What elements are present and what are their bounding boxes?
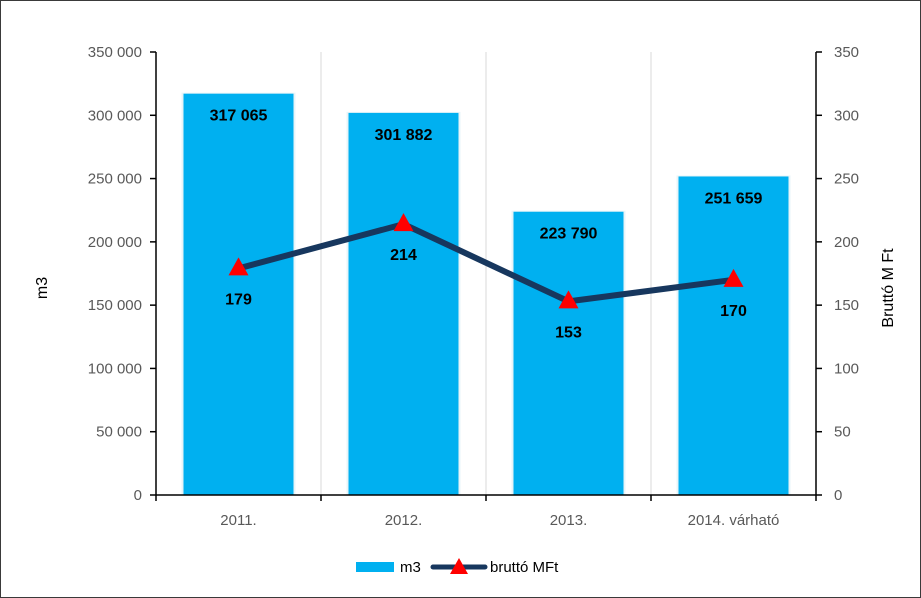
legend-label-m3: m3 bbox=[400, 559, 421, 576]
x-axis-ticks: 2011. 2012. 2013. 2014. várható bbox=[220, 512, 779, 529]
bar-value-label: 251 659 bbox=[705, 190, 763, 207]
line-path bbox=[235, 221, 737, 305]
line-series bbox=[228, 213, 744, 309]
legend: m3 bruttó MFt bbox=[356, 558, 559, 576]
bar bbox=[348, 112, 459, 496]
right-tick-label: 350 bbox=[834, 44, 859, 61]
x-tick-label: 2012. bbox=[385, 512, 423, 529]
x-tick-label: 2011. bbox=[220, 512, 256, 529]
data-labels: 317 065 301 882 223 790 251 659 179 214 153 170 bbox=[210, 108, 763, 342]
left-axis-title: m3 bbox=[34, 277, 51, 299]
bar-series bbox=[181, 92, 791, 496]
left-tick-label: 150 000 bbox=[88, 297, 142, 314]
left-tick-label: 300 000 bbox=[88, 107, 142, 124]
line-value-label: 153 bbox=[555, 324, 582, 341]
right-tick-label: 300 bbox=[834, 107, 859, 124]
bar bbox=[513, 211, 624, 496]
left-tick-label: 100 000 bbox=[88, 360, 142, 377]
right-axis-ticks: 0 50 100 150 200 250 300 350 bbox=[816, 44, 859, 504]
left-tick-label: 50 000 bbox=[96, 424, 142, 441]
line-marker-triangle bbox=[393, 213, 414, 232]
bar bbox=[678, 176, 789, 495]
line-marker-triangle bbox=[723, 268, 744, 287]
right-tick-label: 100 bbox=[834, 360, 859, 377]
legend-marker-triangle bbox=[450, 558, 468, 574]
bar-value-label: 223 790 bbox=[540, 226, 598, 243]
line-value-label: 214 bbox=[390, 247, 417, 264]
left-tick-label: 250 000 bbox=[88, 171, 142, 188]
grid-lines bbox=[320, 52, 652, 495]
right-tick-label: 250 bbox=[834, 171, 859, 188]
left-tick-label: 200 000 bbox=[88, 234, 142, 251]
left-tick-label: 0 bbox=[134, 487, 142, 504]
line-marker-triangle bbox=[558, 290, 579, 309]
axes bbox=[155, 52, 817, 501]
legend-label-brutto: bruttó MFt bbox=[490, 559, 559, 576]
line-marker-triangle bbox=[228, 257, 249, 276]
right-tick-label: 0 bbox=[834, 487, 842, 504]
right-axis-title: Bruttó M Ft bbox=[880, 248, 897, 328]
x-tick-label: 2014. várható bbox=[688, 512, 780, 529]
line-value-label: 170 bbox=[720, 303, 747, 320]
bar-value-label: 301 882 bbox=[375, 127, 433, 144]
left-axis-ticks: 0 50 000 100 000 150 000 200 000 250 000 300 0… bbox=[88, 44, 156, 504]
legend-swatch-m3 bbox=[356, 562, 394, 572]
line-value-label: 179 bbox=[225, 291, 252, 308]
bar-value-label: 317 065 bbox=[210, 108, 268, 125]
right-tick-label: 200 bbox=[834, 234, 859, 251]
bar bbox=[183, 93, 294, 495]
right-tick-label: 150 bbox=[834, 297, 859, 314]
right-tick-label: 50 bbox=[834, 424, 851, 441]
left-tick-label: 350 000 bbox=[88, 44, 142, 61]
x-tick-label: 2013. bbox=[550, 512, 588, 529]
